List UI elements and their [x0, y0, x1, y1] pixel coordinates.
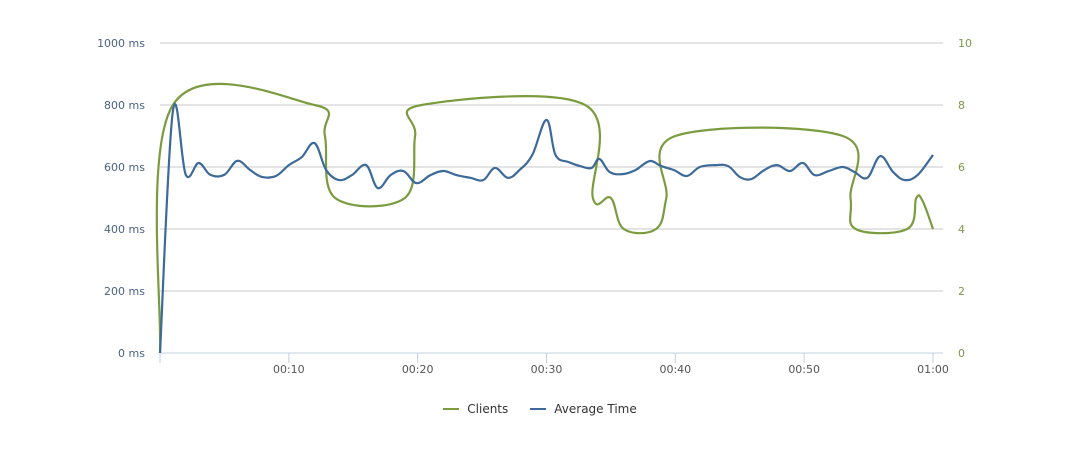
- left-y-axis-labels: 0 ms 200 ms 400 ms 600 ms 800 ms 1000 ms: [97, 37, 145, 360]
- y-left-tick-label: 200 ms: [104, 285, 145, 298]
- average-time-series-line[interactable]: [158, 103, 934, 354]
- legend-label-clients: Clients: [467, 402, 509, 416]
- y-left-tick-label: 1000 ms: [97, 37, 145, 50]
- series-lines: [155, 82, 935, 354]
- y-right-tick-label: 4: [958, 223, 965, 236]
- x-tick-label: 00:20: [402, 363, 434, 376]
- y-right-tick-label: 0: [958, 347, 965, 360]
- legend: Clients Average Time: [0, 402, 1080, 416]
- y-right-tick-label: 6: [958, 161, 965, 174]
- y-right-tick-label: 10: [958, 37, 972, 50]
- x-tick-label: 00:30: [531, 363, 563, 376]
- x-tick-label: 00:10: [273, 363, 305, 376]
- legend-item-average-time[interactable]: Average Time: [530, 402, 637, 416]
- y-left-tick-label: 400 ms: [104, 223, 145, 236]
- legend-item-clients[interactable]: Clients: [443, 402, 508, 416]
- y-right-tick-label: 8: [958, 99, 965, 112]
- y-left-tick-label: 800 ms: [104, 99, 145, 112]
- grid-lines: [160, 42, 943, 354]
- average-time-line-swatch-icon: [530, 408, 547, 410]
- legend-label-average-time: Average Time: [554, 402, 637, 416]
- y-left-tick-label: 600 ms: [104, 161, 145, 174]
- x-axis: 00:10 00:20 00:30 00:40 00:50 01:00: [159, 353, 949, 376]
- x-tick-label: 00:40: [659, 363, 691, 376]
- right-y-axis-labels: 0 2 4 6 8 10: [958, 37, 972, 360]
- x-tick-label: 01:00: [917, 363, 949, 376]
- y-right-tick-label: 2: [958, 285, 965, 298]
- clients-line-swatch-icon: [443, 408, 460, 410]
- clients-series-line[interactable]: [155, 82, 935, 354]
- y-left-tick-label: 0 ms: [118, 347, 145, 360]
- x-tick-label: 00:50: [788, 363, 820, 376]
